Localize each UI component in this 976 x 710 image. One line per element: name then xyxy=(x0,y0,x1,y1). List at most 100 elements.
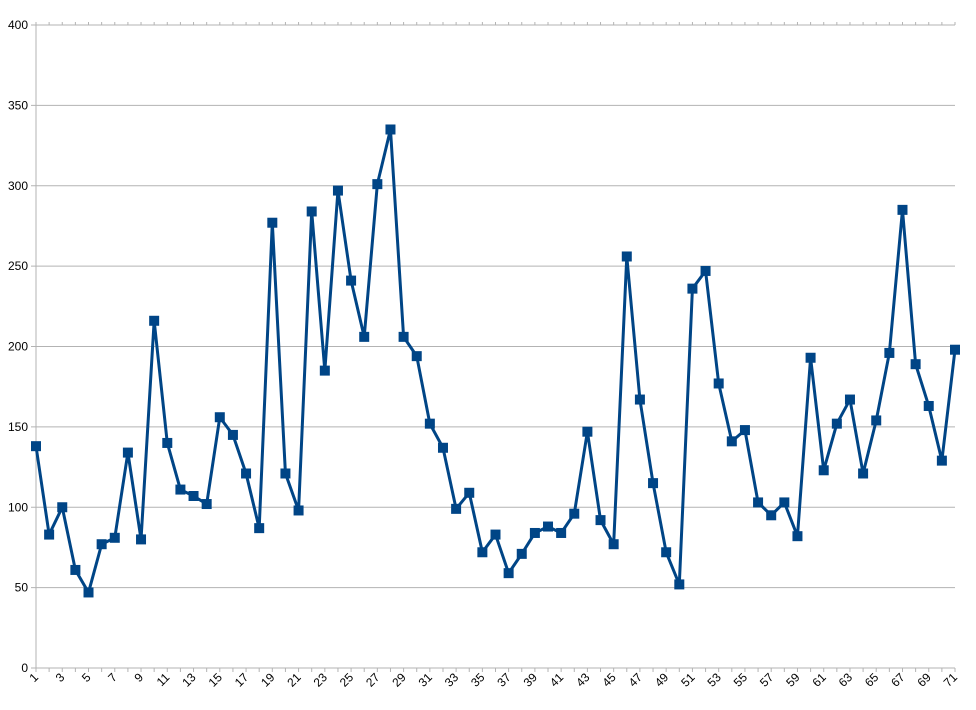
y-tick-label: 200 xyxy=(8,340,28,354)
y-tick-label: 100 xyxy=(8,500,28,514)
series-group xyxy=(31,124,960,598)
x-tick-label: 13 xyxy=(179,670,199,690)
data-point xyxy=(175,484,186,495)
data-point xyxy=(319,365,330,376)
x-tick-label: 53 xyxy=(704,670,724,690)
x-axis-ticks: 1 3 5 7 9 11 13 15 17 19 21 23 25 27 29 31 33 35 37 39 41 43 4… xyxy=(26,22,960,690)
x-tick-label: 47 xyxy=(626,670,646,690)
x-tick-label: 63 xyxy=(836,670,856,690)
data-point xyxy=(254,523,265,534)
data-point xyxy=(31,441,41,452)
x-tick-label: 43 xyxy=(573,670,593,690)
data-point xyxy=(109,532,120,543)
x-tick-label: 37 xyxy=(494,670,514,690)
data-point xyxy=(556,527,567,538)
data-point xyxy=(503,568,514,579)
data-point xyxy=(608,539,619,550)
data-point xyxy=(201,499,212,510)
data-point xyxy=(451,503,462,514)
x-tick-label: 61 xyxy=(809,670,829,690)
y-tick-label: 400 xyxy=(8,18,28,32)
data-point xyxy=(766,510,777,521)
x-tick-label: 41 xyxy=(547,670,567,690)
data-point xyxy=(634,394,645,405)
data-point xyxy=(280,468,291,479)
data-point xyxy=(477,547,488,558)
x-tick-label: 65 xyxy=(862,670,882,690)
data-point xyxy=(726,436,737,447)
data-point xyxy=(792,531,803,542)
x-tick-label: 15 xyxy=(206,670,226,690)
data-point xyxy=(805,352,816,363)
x-tick-label: 67 xyxy=(888,670,908,690)
x-tick-label: 23 xyxy=(311,670,331,690)
data-point xyxy=(214,412,225,423)
x-tick-label: 9 xyxy=(132,670,147,685)
x-tick-label: 57 xyxy=(757,670,777,690)
data-point xyxy=(871,415,882,426)
data-point xyxy=(136,534,147,545)
data-point xyxy=(700,265,711,276)
x-tick-label: 35 xyxy=(468,670,488,690)
data-point xyxy=(687,283,698,294)
data-point xyxy=(398,331,409,342)
data-point xyxy=(844,394,855,405)
data-point xyxy=(648,478,659,489)
x-tick-label: 21 xyxy=(284,670,304,690)
data-point xyxy=(70,564,81,575)
data-point xyxy=(267,217,278,228)
data-point xyxy=(188,490,199,501)
data-point xyxy=(569,508,580,519)
gridlines xyxy=(36,24,955,669)
x-tick-label: 29 xyxy=(389,670,409,690)
x-tick-label: 11 xyxy=(154,670,173,689)
y-tick-label: 150 xyxy=(8,420,28,434)
data-point xyxy=(359,331,370,342)
x-tick-label: 31 xyxy=(416,670,436,690)
x-tick-label: 45 xyxy=(599,670,619,690)
y-tick-label: 50 xyxy=(15,581,29,595)
data-point xyxy=(227,429,238,440)
data-point xyxy=(96,539,107,550)
x-tick-label: 33 xyxy=(442,670,462,690)
series-line xyxy=(34,127,957,594)
data-point xyxy=(44,529,55,540)
x-tick-label: 39 xyxy=(521,670,541,690)
y-tick-label: 0 xyxy=(21,661,28,675)
data-point xyxy=(83,587,94,598)
data-point xyxy=(779,497,790,508)
data-point xyxy=(897,204,908,215)
x-tick-label: 25 xyxy=(337,670,357,690)
data-point xyxy=(923,400,934,411)
data-point xyxy=(122,447,133,458)
data-point xyxy=(884,347,895,358)
x-tick-label: 27 xyxy=(363,670,383,690)
data-point xyxy=(543,521,554,532)
y-tick-label: 350 xyxy=(8,98,28,112)
data-point xyxy=(621,251,632,262)
data-point xyxy=(674,579,685,590)
data-point xyxy=(162,437,173,448)
x-tick-label: 55 xyxy=(731,670,751,690)
data-point xyxy=(57,502,68,513)
x-tick-label: 3 xyxy=(53,670,68,685)
data-point xyxy=(346,275,357,286)
x-tick-label: 51 xyxy=(678,670,698,690)
data-point xyxy=(411,351,422,362)
data-point xyxy=(490,529,501,540)
data-point xyxy=(910,359,921,370)
x-tick-label: 7 xyxy=(105,670,120,685)
data-point xyxy=(149,315,160,326)
y-tick-label: 300 xyxy=(8,179,28,193)
x-tick-label: 71 xyxy=(941,670,961,690)
data-point xyxy=(582,426,593,437)
y-axis-ticks: 0 50 100 150 200 250 300 350 400 xyxy=(8,18,36,675)
data-point xyxy=(464,487,475,498)
x-tick-label: 69 xyxy=(915,670,935,690)
data-point xyxy=(385,124,396,135)
x-tick-label: 49 xyxy=(652,670,672,690)
x-tick-label: 19 xyxy=(258,670,278,690)
data-point xyxy=(372,179,383,190)
x-tick-label: 59 xyxy=(783,670,803,690)
